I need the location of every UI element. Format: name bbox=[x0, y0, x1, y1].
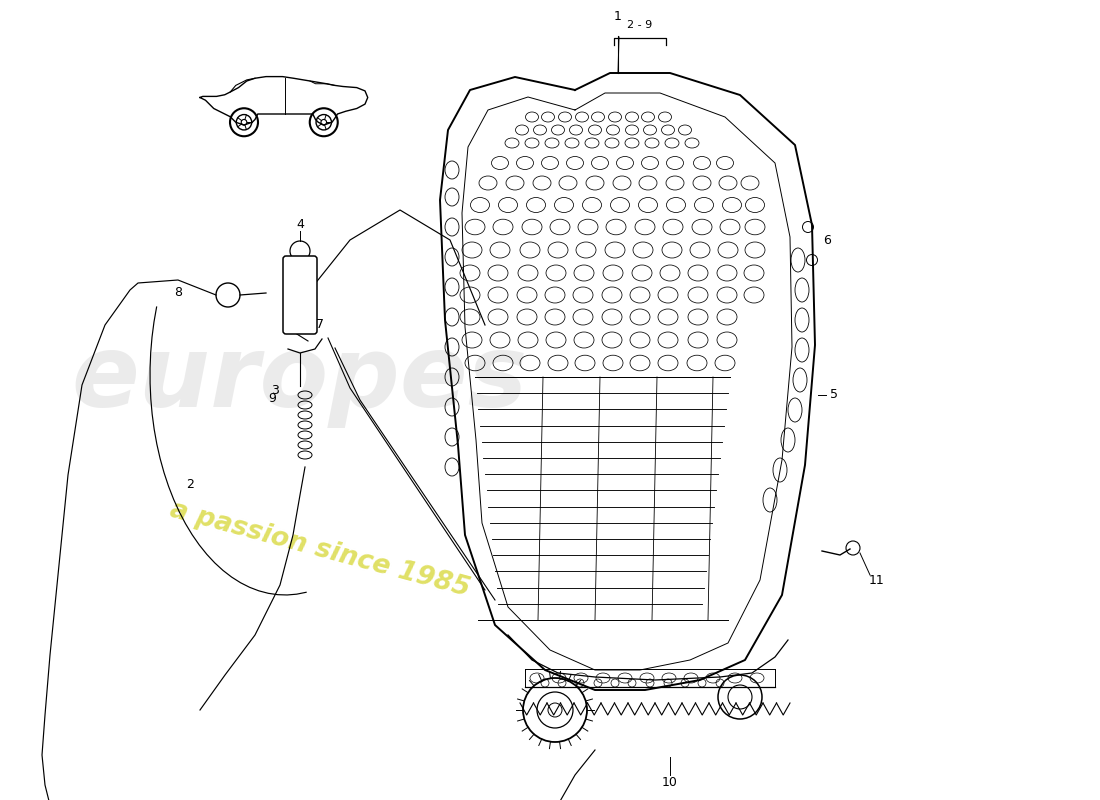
Text: 9: 9 bbox=[268, 393, 276, 406]
Text: 2: 2 bbox=[186, 478, 194, 491]
Text: 5: 5 bbox=[830, 389, 838, 402]
FancyBboxPatch shape bbox=[283, 256, 317, 334]
Text: 6: 6 bbox=[823, 234, 830, 246]
Text: 2 - 9: 2 - 9 bbox=[627, 20, 652, 30]
Text: europes: europes bbox=[72, 331, 528, 429]
Text: 11: 11 bbox=[869, 574, 884, 586]
Text: a passion since 1985: a passion since 1985 bbox=[167, 498, 473, 602]
Text: 10: 10 bbox=[662, 777, 678, 790]
Text: 7: 7 bbox=[316, 318, 324, 331]
Text: 4: 4 bbox=[296, 218, 304, 230]
Text: 8: 8 bbox=[174, 286, 182, 298]
Text: 3: 3 bbox=[271, 383, 279, 397]
Text: 1: 1 bbox=[614, 10, 622, 23]
